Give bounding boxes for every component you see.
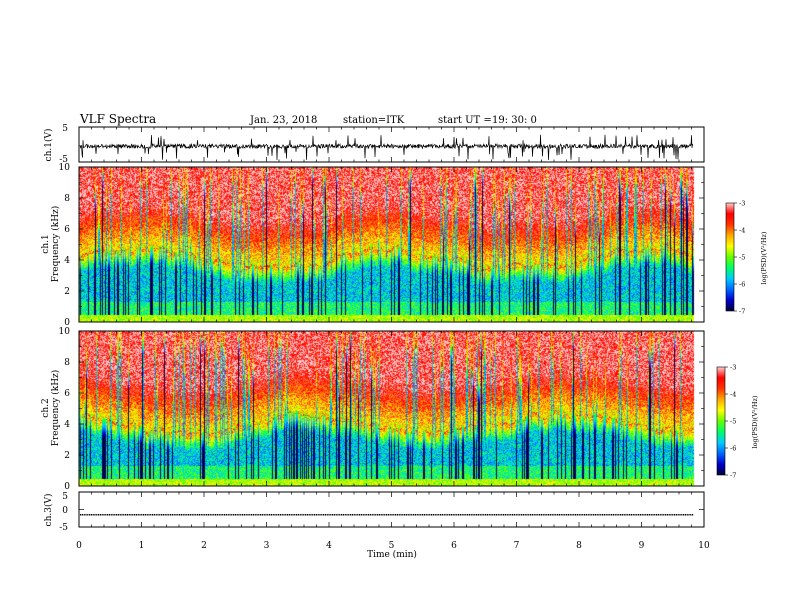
ch1-colorbar: -3 -4 -5 -6 -7 log(PSD)(V²/Hz) bbox=[725, 200, 768, 316]
colorbar-tick-label: -4 bbox=[730, 391, 736, 399]
station-label: station=ITK bbox=[343, 115, 405, 126]
ch2-ylabel-frequency: Frequency (kHz) bbox=[50, 370, 61, 447]
x-tick-label: 8 bbox=[576, 541, 582, 551]
ch1-ylabel-channel: ch.1 bbox=[41, 234, 51, 253]
x-tick-label: 5 bbox=[389, 541, 395, 551]
ch1-waveform-trace bbox=[79, 126, 704, 163]
figure-title: VLF Spectra bbox=[79, 112, 156, 126]
x-tick-label: 4 bbox=[326, 541, 332, 551]
ch2-spectrogram-image bbox=[79, 331, 704, 486]
ch3-ytick-mid: 0 bbox=[62, 506, 68, 516]
colorbar-tick-label: -7 bbox=[730, 472, 736, 480]
time-axis: 0 1 2 3 4 5 6 7 8 9 10 bbox=[76, 127, 710, 551]
ch2-colorbar: -3 -4 -5 -6 -7 log(PSD)(V²/Hz) bbox=[716, 364, 759, 480]
ch1-waveform-ylabel: ch.1(V) bbox=[43, 129, 54, 162]
ch1-colorbar-ramp bbox=[725, 202, 735, 312]
x-tick-label: 3 bbox=[264, 541, 270, 551]
y-tick-label: 2 bbox=[64, 287, 70, 297]
time-axis-label: Time (min) bbox=[367, 549, 417, 560]
x-tick-label: 1 bbox=[139, 541, 145, 551]
ch2-colorbar-ramp bbox=[716, 366, 726, 476]
x-tick-label: 9 bbox=[639, 541, 645, 551]
colorbar-tick-label: -4 bbox=[739, 227, 745, 235]
ch2-spectrogram-panel: 0 2 4 6 8 10 ch.2 Frequency (kHz) bbox=[41, 327, 705, 492]
x-tick-label: 2 bbox=[201, 541, 207, 551]
ch3-waveform-trace bbox=[79, 491, 704, 528]
x-tick-label: 0 bbox=[76, 541, 82, 551]
colorbar-tick-label: -6 bbox=[730, 445, 736, 453]
colorbar-tick-label: -3 bbox=[739, 200, 745, 208]
start-ut-label: start UT = bbox=[438, 115, 492, 126]
x-tick-label: 6 bbox=[451, 541, 457, 551]
ch3-waveform-frame bbox=[78, 491, 705, 528]
ch1-ytick-bottom: -5 bbox=[59, 155, 68, 165]
colorbar-tick-label: -3 bbox=[730, 364, 736, 372]
ch1-ylabel-frequency: Frequency (kHz) bbox=[50, 206, 61, 283]
ch3-waveform-ylabel: ch.3(V) bbox=[43, 494, 54, 527]
colorbar-tick-label: -5 bbox=[739, 254, 745, 262]
date-label: Jan. 23, 2018 bbox=[249, 115, 317, 126]
ch1-spectrogram-yticks: 0 2 4 6 8 10 bbox=[59, 163, 704, 328]
y-tick-label: 8 bbox=[64, 358, 70, 368]
start-ut-value: 19: 30: 0 bbox=[492, 115, 537, 126]
ch1-spectrogram-ylabel: ch.1 Frequency (kHz) bbox=[41, 206, 61, 283]
ch2-spectrogram-yticks: 0 2 4 6 8 10 bbox=[59, 327, 704, 492]
colorbar-tick-label: -5 bbox=[730, 418, 736, 426]
ch2-colorbar-label: log(PSD)(V²/Hz) bbox=[751, 395, 759, 448]
ch2-colorbar-ticks: -3 -4 -5 -6 -7 bbox=[725, 364, 736, 480]
ch1-ytick-top: 5 bbox=[62, 124, 68, 134]
y-tick-label: 8 bbox=[64, 194, 70, 204]
ch2-ylabel-channel: ch.2 bbox=[41, 398, 51, 417]
ch1-spectrogram-panel: 0 2 4 6 8 10 ch.1 Frequency (kHz) bbox=[41, 163, 705, 328]
colorbar-tick-label: -7 bbox=[739, 308, 745, 316]
ch1-waveform-panel: 5 -5 ch.1(V) bbox=[43, 124, 705, 165]
ch1-colorbar-label: log(PSD)(V²/Hz) bbox=[760, 231, 768, 284]
x-tick-label: 7 bbox=[514, 541, 520, 551]
y-tick-label: 0 bbox=[64, 482, 70, 492]
y-tick-label: 6 bbox=[64, 225, 70, 235]
x-tick-label: 10 bbox=[698, 541, 710, 551]
ch3-ytick-bottom: -5 bbox=[59, 523, 68, 533]
ch3-waveform-panel: 5 0 -5 ch.3(V) bbox=[43, 491, 705, 533]
colorbar-tick-label: -6 bbox=[739, 281, 745, 289]
ch3-ytick-top: 5 bbox=[62, 492, 68, 502]
y-tick-label: 10 bbox=[59, 327, 71, 337]
ch1-waveform-line bbox=[79, 134, 694, 161]
y-tick-label: 10 bbox=[59, 163, 71, 173]
ch1-spectrogram-image bbox=[79, 167, 704, 322]
y-tick-label: 4 bbox=[64, 420, 70, 430]
ch2-spectrogram-ylabel: ch.2 Frequency (kHz) bbox=[41, 370, 61, 447]
y-tick-label: 0 bbox=[64, 318, 70, 328]
y-tick-label: 6 bbox=[64, 389, 70, 399]
y-tick-label: 2 bbox=[64, 451, 70, 461]
ch1-colorbar-ticks: -3 -4 -5 -6 -7 bbox=[734, 200, 745, 316]
y-tick-label: 4 bbox=[64, 256, 70, 266]
